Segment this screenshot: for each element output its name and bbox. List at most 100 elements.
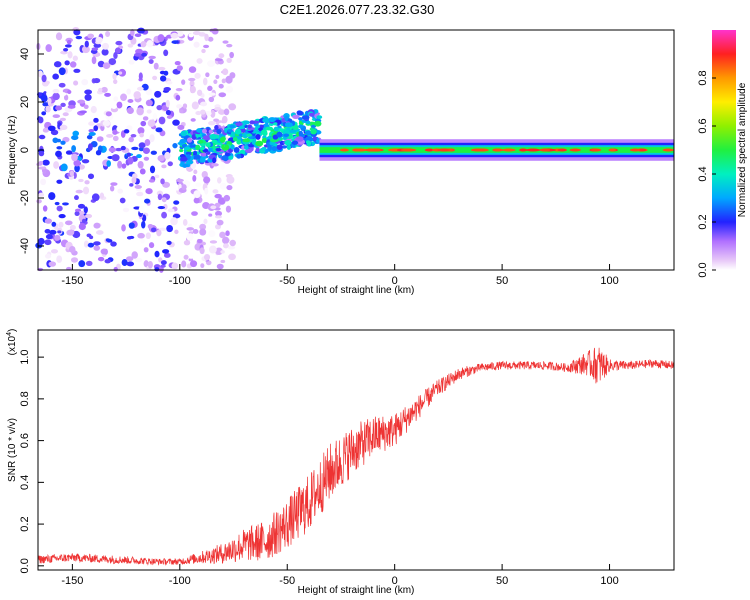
spectrogram-cell xyxy=(308,112,315,117)
spectrogram-cell xyxy=(195,110,202,116)
spectrogram-cell xyxy=(72,55,78,61)
spectrogram-cell xyxy=(229,124,236,129)
spectrogram-cell xyxy=(38,166,46,170)
spectrogram-cell xyxy=(207,60,216,67)
spectrogram-cell xyxy=(101,48,109,56)
spectrogram-cell xyxy=(207,85,213,92)
spectrogram-cell xyxy=(157,205,166,210)
spectrogram-cell xyxy=(86,233,92,238)
spectrogram-cell xyxy=(189,80,195,87)
spectrogram-cell xyxy=(234,128,242,135)
snr-y-scale-exp: 4 xyxy=(6,332,13,336)
spectrogram-cell xyxy=(52,73,59,80)
spectrogram-cell xyxy=(209,133,218,140)
spectrogram-cell xyxy=(243,144,249,150)
spectrogram-cell xyxy=(202,135,211,141)
spectrogram-cell xyxy=(81,45,90,54)
snr-frame xyxy=(37,329,675,571)
spectrogram-cell xyxy=(64,60,70,66)
spectrogram-cell xyxy=(66,266,72,271)
spectrogram-cell xyxy=(158,227,167,231)
spectrogram-cell xyxy=(183,146,191,150)
spectrogram-cell xyxy=(224,144,230,151)
spectrogram-cell xyxy=(233,147,240,154)
spectrogram-cell xyxy=(167,208,175,213)
spectrogram-cell xyxy=(38,161,44,166)
spectrogram-cell xyxy=(111,103,117,109)
spectrogram-cell xyxy=(63,47,69,52)
spectrogram-cell xyxy=(219,231,226,239)
spectrogram-cell xyxy=(193,41,200,48)
spectrogram-cell xyxy=(229,72,236,79)
spectrogram-cell xyxy=(136,86,144,91)
spectrogram-cell xyxy=(222,236,230,245)
spectrogram-cell xyxy=(127,156,134,165)
spectrogram-cell xyxy=(214,202,221,208)
spectrogram-cell xyxy=(92,77,101,84)
spectrogram-cell xyxy=(108,58,117,66)
spectrogram-cell xyxy=(239,149,246,155)
spectrogram-cell xyxy=(301,115,310,120)
spectrogram-cell xyxy=(140,41,147,48)
spectrogram-cell xyxy=(171,262,179,270)
spectrogram-cell xyxy=(261,146,267,151)
spectrogram-cell xyxy=(205,260,212,266)
spectrogram-cell xyxy=(145,99,153,107)
spectrogram-cell xyxy=(208,120,216,126)
spectrogram-cell xyxy=(140,120,147,127)
spectrogram-cell xyxy=(62,202,69,206)
snr-y-tick-label: 0.8 xyxy=(19,391,31,406)
spectrogram-cell xyxy=(95,36,103,43)
spectrogram-cell xyxy=(200,109,206,115)
snr-y-tick-label: 0.6 xyxy=(19,433,31,448)
spectrogram-cell xyxy=(106,160,111,167)
spectrogram-cell xyxy=(71,135,79,141)
spectrogram-cell xyxy=(273,126,279,132)
spectrogram-cell xyxy=(218,53,225,59)
spectrogram-cell xyxy=(201,48,206,54)
spectrogram-cell xyxy=(147,261,153,269)
spectrogram-cell xyxy=(115,40,123,46)
spectrogram-cell xyxy=(49,229,57,235)
spectrogram-cell xyxy=(214,193,222,199)
spectrogram-cell xyxy=(220,250,225,254)
spectrogram-cell xyxy=(81,78,89,86)
spectrogram-cell xyxy=(127,43,134,48)
spectrogram-cell xyxy=(165,109,171,116)
spectrogram-y-tick-label: -20 xyxy=(19,190,31,206)
spectrogram-cell xyxy=(59,124,68,131)
spectrogram-cell xyxy=(166,240,172,246)
spectrogram-cell xyxy=(97,256,105,262)
spectrogram-cell xyxy=(153,62,159,70)
spectrogram-cell xyxy=(65,150,73,155)
spectrogram-cell xyxy=(74,164,80,173)
spectrogram-cell xyxy=(203,176,211,184)
spectrogram-cell xyxy=(156,229,162,237)
spectrogram-cell xyxy=(181,184,187,191)
spectrogram-cell xyxy=(170,32,179,39)
spectrogram-cell xyxy=(44,239,52,246)
spectrogram-cell xyxy=(110,182,118,186)
spectrogram-cell xyxy=(105,111,112,117)
spectrogram-cell xyxy=(172,119,180,126)
spectrogram-cell xyxy=(74,208,82,212)
spectrogram-cell xyxy=(205,142,211,148)
spectrogram-cell xyxy=(208,129,214,134)
spectrogram-cell xyxy=(118,71,123,75)
spectrogram-cell xyxy=(172,213,181,219)
spectrogram-cell xyxy=(73,159,81,167)
spectrogram-cell xyxy=(247,144,255,148)
spectrogram-cell xyxy=(128,59,135,65)
spectrogram-cell xyxy=(186,160,194,165)
spectrogram-x-tick-label: -150 xyxy=(61,275,83,287)
spectrogram-x-tick-label: -50 xyxy=(279,275,295,287)
spectrogram-cell xyxy=(117,188,124,194)
spectrogram-cell xyxy=(182,218,188,226)
spectrogram-cell xyxy=(137,232,145,239)
spectrogram-cell xyxy=(183,254,189,260)
spectrogram-x-tick-label: -100 xyxy=(169,275,191,287)
spectrogram-cell xyxy=(215,147,222,152)
colorbar-tick-label: 0.4 xyxy=(697,166,709,181)
spectrogram-cell xyxy=(310,128,317,135)
spectrogram-cell xyxy=(93,43,102,48)
